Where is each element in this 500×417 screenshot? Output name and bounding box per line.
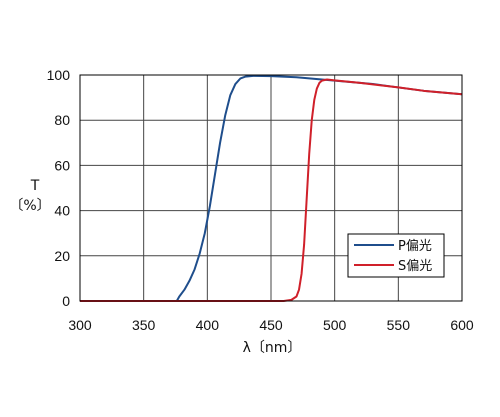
x-tick-label: 400 — [196, 317, 220, 333]
y-tick-label: 80 — [54, 112, 70, 128]
legend-label-p: P偏光 — [398, 239, 432, 254]
x-tick-label: 450 — [259, 317, 283, 333]
x-axis-label: λ〔nm〕 — [243, 340, 302, 356]
x-tick-label: 300 — [68, 317, 92, 333]
y-tick-label: 40 — [54, 203, 70, 219]
plot-frame — [79, 74, 463, 302]
x-tick-label: 600 — [450, 317, 474, 333]
y-tick-label: 20 — [54, 248, 70, 264]
x-tick-label: 350 — [132, 317, 156, 333]
y-tick-label: 0 — [62, 293, 70, 309]
y-axis-label-unit: 〔%〕 — [9, 198, 50, 214]
y-tick-label: 100 — [47, 67, 71, 83]
y-tick-label: 60 — [54, 157, 70, 173]
legend-box — [347, 233, 445, 278]
legend-label-s: S偏光 — [398, 259, 432, 274]
series-lines — [80, 74, 463, 302]
series-line-s — [80, 78, 463, 302]
legend: P偏光 S偏光 — [347, 233, 445, 278]
tick-labels: 300 350 400 450 500 550 600 0 20 40 60 80 100 — [47, 67, 474, 333]
y-axis-label-T: T — [30, 178, 40, 194]
x-tick-label: 550 — [387, 317, 411, 333]
x-tick-label: 500 — [323, 317, 347, 333]
